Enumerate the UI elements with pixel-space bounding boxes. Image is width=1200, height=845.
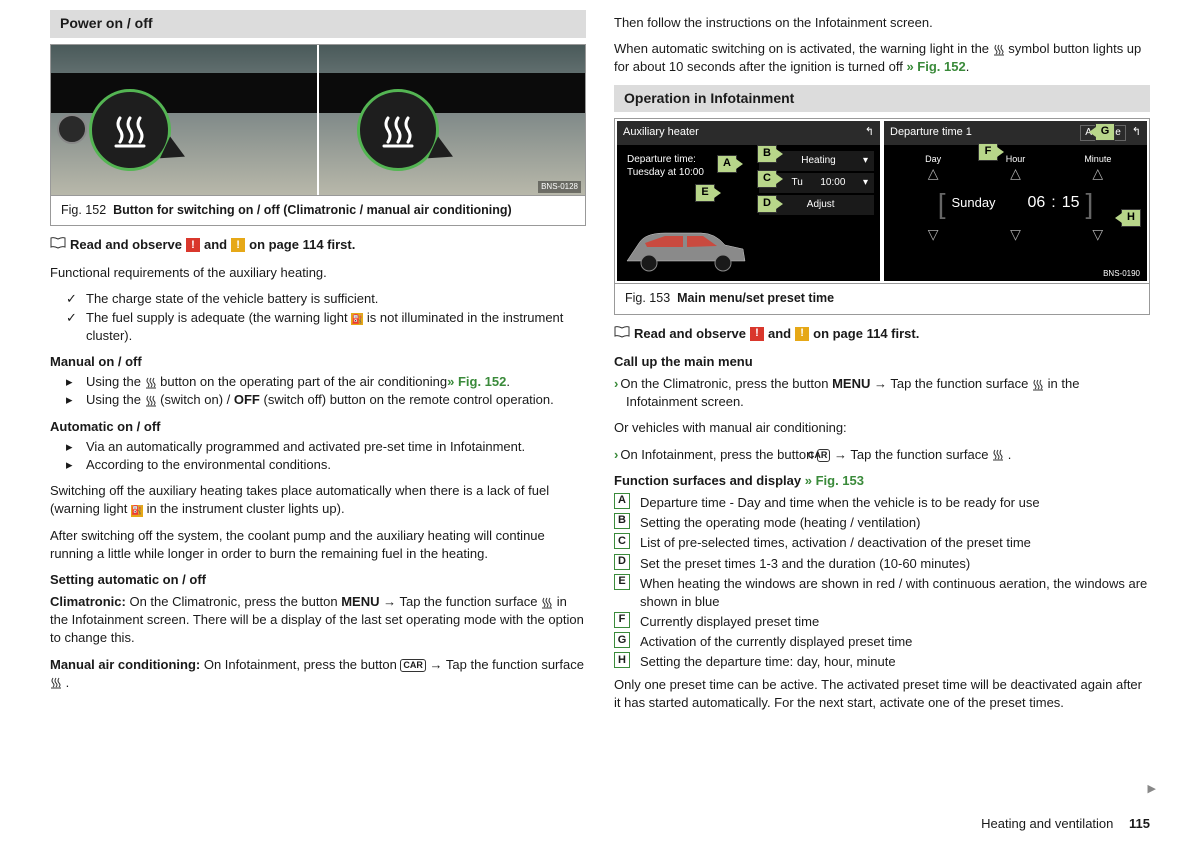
callup-head: Call up the main menu [614, 353, 1150, 371]
figure-152: BNS-0128 Fig. 152 Button for switching o… [50, 44, 586, 227]
footer-section: Heating and ventilation [981, 816, 1113, 831]
after-switch-off: After switching off the system, the cool… [50, 527, 586, 563]
fig-link[interactable]: » Fig. 152 [447, 374, 506, 389]
hour-up[interactable]: △ [974, 166, 1056, 180]
departure-time-label: Departure time: Tuesday at 10:00 [627, 153, 704, 179]
setting-auto-head: Setting automatic on / off [50, 571, 586, 589]
intro-follow: Then follow the instructions on the Info… [614, 14, 1150, 32]
heat-icon [992, 447, 1004, 462]
warning-red-icon: ! [186, 238, 200, 252]
callout-g: G [1095, 123, 1115, 141]
read-observe-notice: Read and observe ! and ! on page 114 fir… [50, 236, 586, 254]
page-number: 115 [1129, 816, 1150, 831]
requirements-list: ✓The charge state of the vehicle battery… [50, 290, 586, 345]
book-icon [614, 325, 630, 343]
functional-requirements-intro: Functional requirements of the auxiliary… [50, 264, 586, 282]
fuel-warning-icon: ⛽ [351, 313, 363, 325]
hour-down[interactable]: ▽ [974, 227, 1056, 241]
fig152-image-left [51, 45, 317, 195]
legend-key-h: H [614, 652, 630, 668]
heat-button-callout [89, 89, 171, 171]
warning-yellow-icon: ! [231, 238, 245, 252]
infotainment-screen-main: Auxiliary heater ↰ Departure time: Tuesd… [617, 121, 880, 281]
switch-off-fuel: Switching off the auxiliary heating take… [50, 482, 586, 518]
fig152-caption: Fig. 152 Button for switching on / off (… [50, 196, 586, 227]
figure-153: Auxiliary heater ↰ Departure time: Tuesd… [614, 118, 1150, 284]
callup-manual-ac: ›On Infotainment, press the button CAR →… [614, 446, 1150, 464]
or-vehicles: Or vehicles with manual air conditioning… [614, 419, 1150, 437]
heat-icon [541, 594, 553, 609]
callout-c: C [757, 170, 777, 188]
section-header-power: Power on / off [50, 10, 586, 38]
screen-title: Departure time 1 [890, 125, 972, 140]
minute-down[interactable]: ▽ [1057, 227, 1139, 241]
figure-code: BNS-0190 [1100, 268, 1143, 279]
heat-icon [993, 41, 1005, 56]
car-silhouette-icon [621, 219, 751, 275]
heat-button-callout [357, 89, 439, 171]
callout-d: D [757, 195, 777, 213]
brand-logo-icon [57, 114, 87, 144]
legend-list: ADeparture time - Day and time when the … [614, 494, 1150, 672]
screen-title: Auxiliary heater [623, 125, 699, 140]
climatronic-instructions: Climatronic: On the Climatronic, press t… [50, 593, 586, 648]
legend-key-b: B [614, 513, 630, 529]
fuel-warning-icon: ⛽ [131, 505, 143, 517]
auto-onoff-head: Automatic on / off [50, 418, 586, 436]
continue-indicator: ▶ [1148, 782, 1156, 797]
heat-icon [145, 392, 157, 407]
read-observe-notice: Read and observe ! and ! on page 114 fir… [614, 325, 1150, 343]
only-one-preset: Only one preset time can be active. The … [614, 676, 1150, 712]
fig152-image-right: BNS-0128 [319, 45, 585, 195]
heat-icon [50, 675, 62, 690]
back-icon[interactable]: ↰ [1132, 125, 1141, 140]
manual-ac-instructions: Manual air conditioning: On Infotainment… [50, 656, 586, 692]
heat-icon [1032, 376, 1044, 391]
section-header-operation: Operation in Infotainment [614, 85, 1150, 113]
callout-h: H [1121, 209, 1141, 227]
minute-up[interactable]: △ [1057, 166, 1139, 180]
callout-b: B [757, 145, 777, 163]
legend-key-f: F [614, 612, 630, 628]
warning-red-icon: ! [750, 327, 764, 341]
legend-key-e: E [614, 574, 630, 590]
day-up[interactable]: △ [892, 166, 974, 180]
fig153-caption: Fig. 153 Main menu/set preset time [614, 284, 1150, 315]
warning-yellow-icon: ! [795, 327, 809, 341]
callout-f: F [978, 143, 998, 161]
back-icon[interactable]: ↰ [865, 125, 874, 140]
manual-onoff-head: Manual on / off [50, 353, 586, 371]
infotainment-screen-time: Departure time 1 Activate↰ F G Day△ Hour… [884, 121, 1147, 281]
callup-climatronic: ›On the Climatronic, press the button ME… [614, 375, 1150, 411]
time-display: [ Sunday 06:15 ] [884, 180, 1147, 227]
figure-code: BNS-0128 [538, 181, 581, 192]
right-column: Then follow the instructions on the Info… [614, 10, 1150, 720]
day-down[interactable]: ▽ [892, 227, 974, 241]
car-button-icon: CAR [817, 449, 831, 462]
callout-e: E [695, 184, 715, 202]
legend-key-a: A [614, 493, 630, 509]
fig-link[interactable]: » Fig. 153 [805, 473, 864, 488]
left-column: Power on / off [50, 10, 586, 720]
page-footer: Heating and ventilation 115 [981, 815, 1150, 833]
fig-link[interactable]: » Fig. 152 [906, 59, 965, 74]
function-surfaces-head: Function surfaces and display » Fig. 153 [614, 472, 1150, 490]
heat-icon [145, 374, 157, 389]
legend-key-g: G [614, 632, 630, 648]
legend-key-d: D [614, 554, 630, 570]
book-icon [50, 236, 66, 254]
callout-a: A [717, 155, 737, 173]
car-button-icon: CAR [400, 659, 426, 672]
legend-key-c: C [614, 533, 630, 549]
intro-warning-light: When automatic switching on is activated… [614, 40, 1150, 76]
